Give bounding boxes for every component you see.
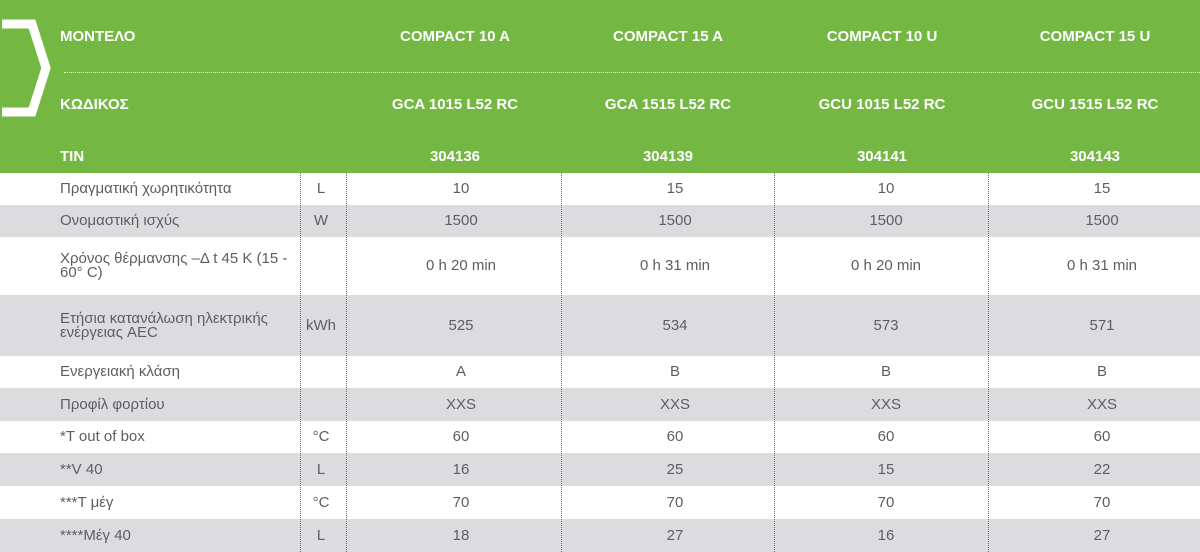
table-cell: 1500 [658, 212, 692, 229]
row-unit: L [316, 180, 326, 197]
table-cell: 60 [1093, 428, 1111, 445]
column-divider [561, 173, 562, 552]
table-cell: B [1096, 363, 1107, 380]
table-cell: 15 [1093, 180, 1111, 197]
header-label: TIN [60, 148, 85, 165]
row-unit: L [316, 526, 326, 544]
table-cell: XXS [659, 395, 690, 413]
table-cell: 1500 [869, 212, 903, 229]
row-unit: °C [312, 428, 330, 445]
table-cell: 0 h 20 min [850, 257, 922, 274]
table-cell: 0 h 20 min [425, 257, 497, 274]
row-unit [298, 356, 344, 388]
table-cell: 10 [452, 180, 470, 197]
table-cell: B [669, 363, 680, 380]
chevron-logo-icon [2, 19, 51, 117]
row-label: *T out of box [60, 428, 145, 445]
table-cell: 15 [666, 180, 684, 197]
header-cell: GCA 1515 L52 RC [604, 96, 732, 113]
table-cell: 15 [877, 460, 895, 478]
table-row: ***T μέγ °C 70 70 70 70 [0, 486, 1200, 519]
table-cell: 70 [666, 493, 684, 511]
header-cell: COMPACT 15 U [1039, 28, 1151, 45]
header-cell: GCU 1515 L52 RC [1031, 96, 1159, 113]
row-label: Χρόνος θέρμανσης –Δ t 45 K (15 - 60° C) [60, 250, 288, 281]
row-unit [298, 237, 344, 295]
row-label: Πραγματική χωρητικότητα [60, 180, 232, 197]
table-row: Ονομαστική ισχύς W 1500 1500 1500 1500 [0, 205, 1200, 237]
table-cell: 525 [448, 316, 474, 334]
table-row: ****Μέγ 40 L 18 27 16 27 [0, 519, 1200, 552]
row-label: ***T μέγ [60, 493, 114, 511]
table-cell: 0 h 31 min [639, 257, 711, 274]
table-cell: 60 [452, 428, 470, 445]
table-cell: 70 [877, 493, 895, 511]
header-label: ΚΩΔΙΚΟΣ [60, 96, 129, 113]
header-cell: 304136 [429, 148, 481, 165]
table-cell: 16 [452, 460, 470, 478]
header-cell: 304141 [856, 148, 908, 165]
header-cell: COMPACT 10 A [399, 28, 511, 45]
header-cell: GCU 1015 L52 RC [818, 96, 946, 113]
header-cell: COMPACT 15 A [612, 28, 724, 45]
table-cell: 70 [452, 493, 470, 511]
row-label: Ονομαστική ισχύς [60, 212, 180, 229]
table-cell: 16 [877, 526, 895, 544]
header-cell: COMPACT 10 U [826, 28, 938, 45]
table-cell: 1500 [1085, 212, 1119, 229]
column-divider [988, 173, 989, 552]
row-label: Ετήσια κατανάλωση ηλεκτρικής ενέργειας A… [60, 309, 268, 341]
table-cell: B [880, 363, 891, 380]
table-cell: 27 [1093, 526, 1111, 544]
table-row: Προφίλ φορτίου XXS XXS XXS XXS [0, 388, 1200, 421]
table-cell: 22 [1093, 460, 1111, 478]
table-row: *T out of box °C 60 60 60 60 [0, 421, 1200, 453]
table-row: Ετήσια κατανάλωση ηλεκτρικής ενέργειας A… [0, 295, 1200, 356]
header-cell: GCA 1015 L52 RC [391, 96, 519, 113]
table-cell: 60 [877, 428, 895, 445]
table-cell: 18 [452, 526, 470, 544]
table-cell: 27 [666, 526, 684, 544]
row-unit: W [313, 212, 329, 229]
column-divider [774, 173, 775, 552]
table-cell: 25 [666, 460, 684, 478]
row-unit: °C [312, 493, 330, 511]
table-cell: 10 [877, 180, 895, 197]
table-cell: 534 [662, 316, 688, 334]
table-row: Ενεργειακή κλάση A B B B [0, 356, 1200, 388]
table-row: **V 40 L 16 25 15 22 [0, 453, 1200, 486]
table-cell: 60 [666, 428, 684, 445]
table-cell: 571 [1089, 316, 1115, 334]
table-cell: A [455, 363, 466, 380]
row-label: Προφίλ φορτίου [60, 395, 165, 413]
row-label: **V 40 [60, 460, 103, 478]
header-label: ΜΟΝΤΕΛΟ [60, 28, 136, 45]
table-cell: 70 [1093, 493, 1111, 511]
table-cell: XXS [870, 395, 901, 413]
column-divider [346, 173, 347, 552]
table-cell: 573 [873, 316, 899, 334]
row-unit: L [316, 460, 326, 478]
header-cell: 304139 [642, 148, 694, 165]
table-header: ΜΟΝΤΕΛΟ COMPACT 10 A COMPACT 15 A COMPAC… [0, 0, 1200, 173]
row-label: ****Μέγ 40 [60, 526, 131, 544]
table-cell: 0 h 31 min [1066, 257, 1138, 274]
row-unit [298, 388, 344, 421]
row-label: Ενεργειακή κλάση [60, 363, 180, 380]
table-row: Χρόνος θέρμανσης –Δ t 45 K (15 - 60° C) … [0, 237, 1200, 295]
table-cell: 1500 [444, 212, 478, 229]
column-divider [300, 173, 301, 552]
header-cell: 304143 [1069, 148, 1121, 165]
row-unit: kWh [306, 316, 336, 334]
header-divider [64, 72, 1200, 73]
table-cell: XXS [445, 395, 476, 413]
table-row: Πραγματική χωρητικότητα L 10 15 10 15 [0, 173, 1200, 205]
table-cell: XXS [1086, 395, 1117, 413]
